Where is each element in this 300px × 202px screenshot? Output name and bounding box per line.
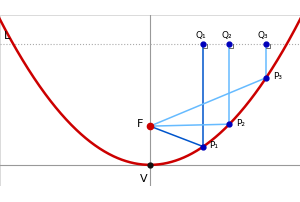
Text: Q₁: Q₁ — [195, 31, 206, 40]
Text: Q₂: Q₂ — [221, 31, 232, 40]
Text: P₂: P₂ — [236, 118, 245, 127]
Text: L: L — [4, 31, 10, 41]
Text: Q₃: Q₃ — [258, 31, 268, 40]
Text: F: F — [137, 119, 143, 129]
Text: P₁: P₁ — [209, 140, 218, 149]
Text: P₃: P₃ — [273, 72, 282, 81]
Text: V: V — [140, 173, 148, 183]
